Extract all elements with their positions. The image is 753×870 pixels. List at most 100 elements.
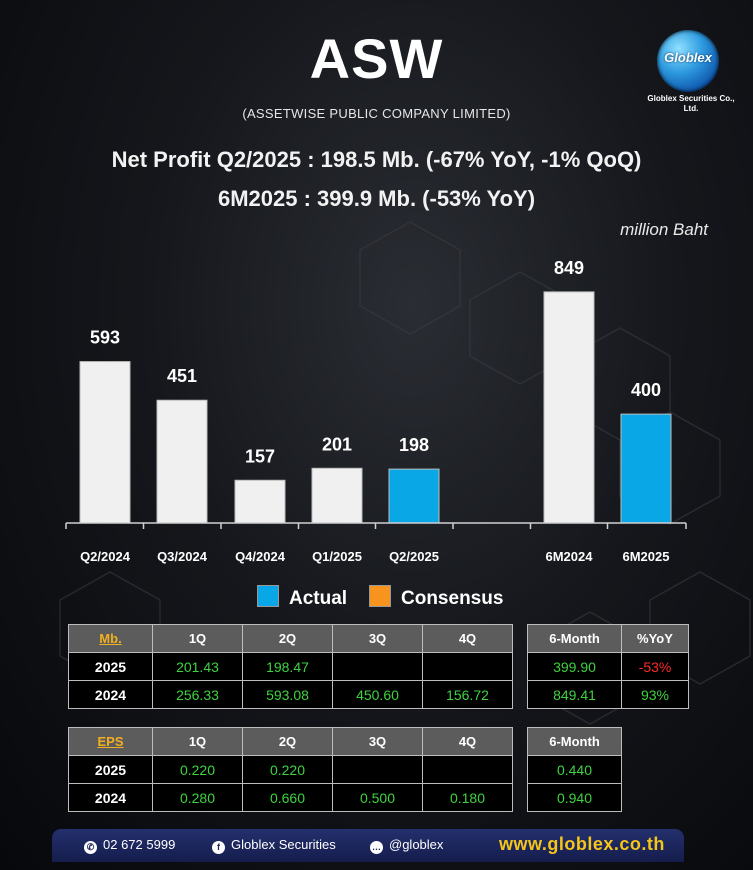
row-year: 2025 <box>68 652 153 681</box>
table-row: 2024 0.280 0.660 0.500 0.180 <box>68 783 513 812</box>
column-header: 2Q <box>242 624 333 653</box>
table-header-row: 6-Month <box>527 727 622 756</box>
table-cell: 0.440 <box>527 755 622 784</box>
table-row: 0.940 <box>527 783 622 812</box>
column-header: %YoY <box>621 624 689 653</box>
legend-actual-label: Actual <box>289 588 348 609</box>
data-label: 157 <box>245 446 275 466</box>
net-profit-bar-chart: 593 Q2/2024 451 Q3/2024 157 Q4/2024 201 Q1/2025… <box>65 258 687 564</box>
bar-Q2/2024 <box>79 361 131 524</box>
x-tick-label: Q1/2025 <box>312 549 362 564</box>
unit-label: million Baht <box>620 220 708 239</box>
bar-6M2025 <box>620 413 672 524</box>
row-year: 2024 <box>68 680 153 709</box>
yoy-cell-positive: 93% <box>621 680 689 709</box>
footer-facebook[interactable]: f Globlex Securities <box>212 837 336 854</box>
table-unit-header: EPS <box>68 727 153 756</box>
table-header-row: Mb. 1Q 2Q 3Q 4Q <box>68 624 513 653</box>
table-cell <box>332 652 423 681</box>
globlex-logo: Globlex Globlex Securities Co., Ltd. <box>647 30 740 114</box>
column-header: 6-Month <box>527 624 622 653</box>
footer-phone[interactable]: ✆ 02 672 5999 <box>84 837 175 854</box>
data-label: 400 <box>631 380 661 400</box>
table-header-row: EPS 1Q 2Q 3Q 4Q <box>68 727 513 756</box>
bar-Q4/2024 <box>234 479 286 524</box>
legend-consensus: Consensus <box>369 585 503 610</box>
logo-wordmark: Globlex <box>664 50 712 65</box>
data-label: 198 <box>399 435 429 455</box>
table-cell: 0.220 <box>152 755 243 784</box>
line-chat-icon: … <box>370 841 383 854</box>
data-label: 451 <box>167 366 197 386</box>
table-cell: 0.220 <box>242 755 333 784</box>
bar-6M2024 <box>543 291 595 524</box>
x-tick-label: Q3/2024 <box>157 549 208 564</box>
legend-actual: Actual <box>257 585 347 610</box>
column-header: 4Q <box>422 727 513 756</box>
bar-Q3/2024 <box>156 399 208 524</box>
footer-line[interactable]: … @globlex <box>370 837 443 854</box>
data-label: 201 <box>322 434 352 454</box>
line-id: @globlex <box>389 837 444 852</box>
globe-icon <box>657 30 719 92</box>
column-header: 1Q <box>152 624 243 653</box>
table-row: 2024 256.33 593.08 450.60 156.72 <box>68 680 513 709</box>
table-cell <box>422 755 513 784</box>
net-profit-table: Mb. 1Q 2Q 3Q 4Q 2025 201.43 198.47 2024 … <box>68 624 513 709</box>
x-tick-label: Q2/2025 <box>389 549 439 564</box>
column-header: 2Q <box>242 727 333 756</box>
legend-actual-swatch <box>257 585 279 607</box>
table-cell: 0.500 <box>332 783 423 812</box>
row-year: 2025 <box>68 755 153 784</box>
table-cell: 593.08 <box>242 680 333 709</box>
column-header: 3Q <box>332 727 423 756</box>
table-row: 2025 201.43 198.47 <box>68 652 513 681</box>
table-row: 2025 0.220 0.220 <box>68 755 513 784</box>
legend-consensus-label: Consensus <box>401 588 504 609</box>
logo-company-name: Globlex Securities Co., Ltd. <box>647 94 735 113</box>
website-link[interactable]: www.globlex.co.th <box>499 834 665 854</box>
table-header-row: 6-Month %YoY <box>527 624 689 653</box>
legend-consensus-swatch <box>369 585 391 607</box>
net-profit-6m-headline: 6M2025 : 399.9 Mb. (-53% YoY) <box>217 186 536 211</box>
table-cell: 0.940 <box>527 783 622 812</box>
column-header: 6-Month <box>527 727 622 756</box>
facebook-name: Globlex Securities <box>231 837 336 852</box>
eps-six-month-table: 6-Month 0.440 0.940 <box>527 727 622 812</box>
x-tick-label: 6M2025 <box>623 549 670 564</box>
table-cell: 0.660 <box>242 783 333 812</box>
bar-Q2/2025 <box>388 468 440 524</box>
table-cell <box>332 755 423 784</box>
net-profit-quarter-headline: Net Profit Q2/2025 : 198.5 Mb. (-67% YoY… <box>111 147 642 172</box>
table-cell: 256.33 <box>152 680 243 709</box>
phone-icon: ✆ <box>84 841 97 854</box>
table-cell: 201.43 <box>152 652 243 681</box>
yoy-cell-negative: -53% <box>621 652 689 681</box>
row-year: 2024 <box>68 783 153 812</box>
column-header: 1Q <box>152 727 243 756</box>
table-cell: 0.280 <box>152 783 243 812</box>
company-full-name: (ASSETWISE PUBLIC COMPANY LIMITED) <box>242 106 511 121</box>
data-label: 849 <box>554 258 584 278</box>
table-row: 849.41 93% <box>527 680 689 709</box>
table-row: 0.440 <box>527 755 622 784</box>
six-month-profit-table: 6-Month %YoY 399.90 -53% 849.41 93% <box>527 624 689 709</box>
facebook-icon: f <box>212 841 225 854</box>
table-cell: 849.41 <box>527 680 622 709</box>
table-cell: 0.180 <box>422 783 513 812</box>
contact-footer: ✆ 02 672 5999 f Globlex Securities … @globl… <box>52 829 684 862</box>
x-tick-label: 6M2024 <box>546 549 594 564</box>
phone-number: 02 672 5999 <box>103 837 176 852</box>
company-ticker-title: ASW <box>309 27 444 90</box>
table-cell: 156.72 <box>422 680 513 709</box>
column-header: 4Q <box>422 624 513 653</box>
table-cell: 450.60 <box>332 680 423 709</box>
table-cell: 198.47 <box>242 652 333 681</box>
bar-Q1/2025 <box>311 467 363 524</box>
x-tick-label: Q2/2024 <box>80 549 131 564</box>
x-tick-label: Q4/2024 <box>235 549 286 564</box>
table-unit-header: Mb. <box>68 624 153 653</box>
data-label: 593 <box>90 328 120 348</box>
eps-table: EPS 1Q 2Q 3Q 4Q 2025 0.220 0.220 2024 0.… <box>68 727 513 812</box>
